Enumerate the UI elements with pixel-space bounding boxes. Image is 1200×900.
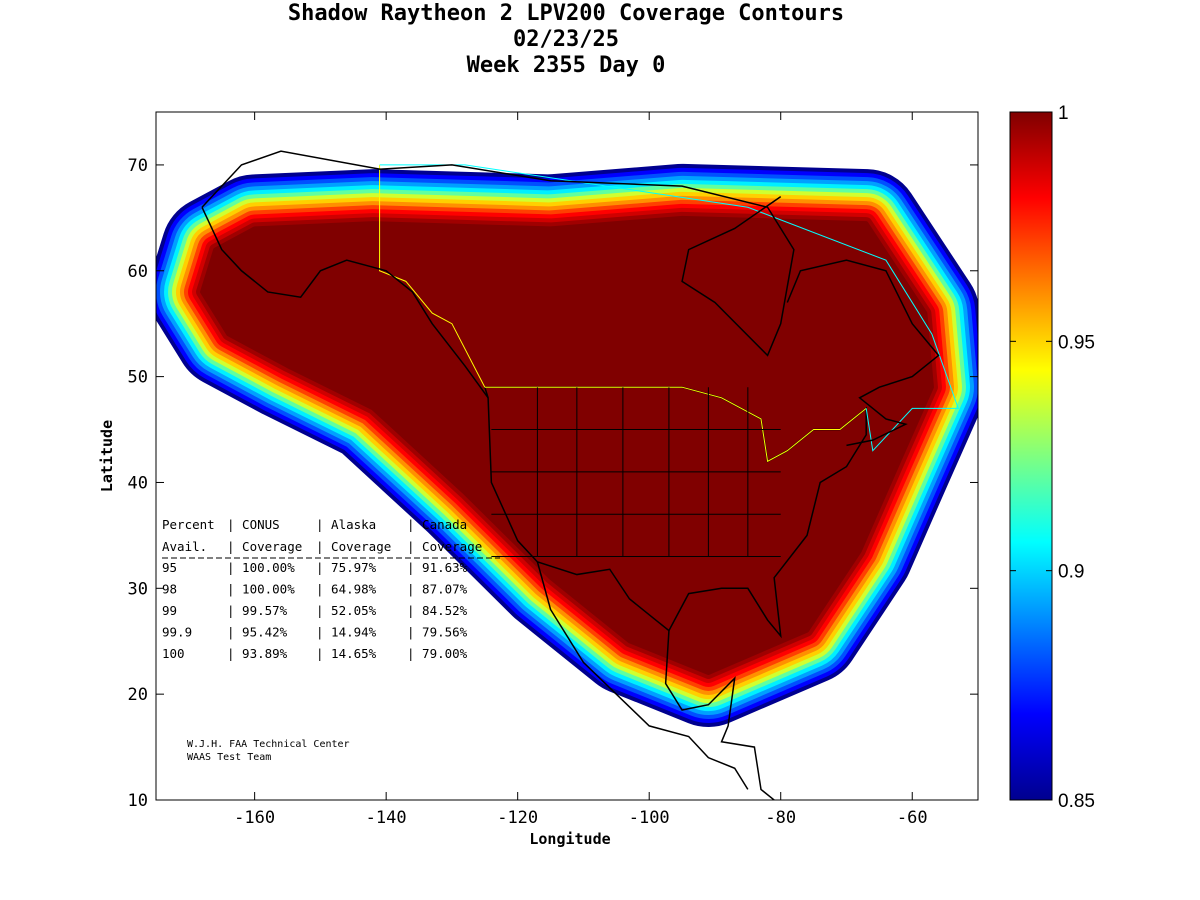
coverage-table: Percent | CONUS | Alaska | Canada Avail. | Co…: [162, 517, 500, 661]
table-cell: | 95.42%: [227, 625, 288, 640]
table-cell: | 79.56%: [407, 625, 468, 640]
table-cell: | 64.98%: [316, 582, 377, 597]
table-cell: | 91.63%: [407, 560, 468, 575]
alaska-boundary: [379, 164, 486, 388]
credit-line-1: W.J.H. FAA Technical Center: [187, 739, 350, 750]
table-cell: Percent: [162, 517, 215, 532]
y-tick-label: 70: [128, 156, 148, 176]
x-tick-label: -140: [366, 808, 407, 828]
table-row: 95 | 100.00% | 75.97% | 91.63%: [162, 560, 468, 575]
plot-frame: [155, 111, 979, 801]
colorbar: [1009, 111, 1053, 801]
canada-boundary: [379, 164, 959, 452]
table-cell: 99.9: [162, 625, 192, 640]
x-tick-label: -100: [629, 808, 670, 828]
chart-date: 02/23/25: [513, 27, 619, 52]
colorbar-tick-label: 0.9: [1058, 562, 1084, 583]
x-tick-label: -120: [497, 808, 538, 828]
table-cell: | 84.52%: [407, 603, 468, 618]
chart-title: Shadow Raytheon 2 LPV200 Coverage Contou…: [287, 1, 845, 26]
northern-coastline: [201, 150, 795, 357]
table-cell: | 99.57%: [227, 603, 288, 618]
table-cell: | Canada: [407, 517, 467, 532]
table-cell: | 79.00%: [407, 646, 468, 661]
table-cell: Avail.: [162, 539, 207, 554]
east-coastline: [786, 259, 940, 447]
table-cell: | 14.65%: [316, 646, 377, 661]
x-axis-label: Longitude: [529, 830, 610, 848]
table-cell: | 100.00%: [227, 560, 295, 575]
table-cell: | 75.97%: [316, 560, 377, 575]
map-borders: [201, 150, 959, 800]
y-tick-label: 60: [128, 262, 148, 282]
table-cell: | 87.07%: [407, 582, 468, 597]
table-header-row: Avail. | Coverage | Coverage | Coverage: [162, 539, 482, 554]
y-tick-label: 40: [128, 473, 148, 493]
mexico-coastline: [664, 630, 776, 800]
chart-week: Week 2355 Day 0: [466, 53, 666, 78]
y-tick-label: 20: [128, 685, 148, 705]
table-row: 99.9 | 95.42% | 14.94% | 79.56%: [162, 625, 468, 640]
contour-core: [200, 215, 934, 675]
y-tick-label: 10: [128, 791, 148, 811]
table-cell: | Coverage: [316, 539, 391, 554]
table-cell: | 52.05%: [316, 603, 377, 618]
alaska-coastline: [201, 206, 489, 399]
x-tick-label: -60: [897, 808, 928, 828]
table-row: 100 | 93.89% | 14.65% | 79.00%: [162, 646, 468, 661]
table-cell: | 100.00%: [227, 582, 295, 597]
y-tick-label: 30: [128, 579, 148, 599]
table-row: 99 | 99.57% | 52.05% | 84.52%: [162, 603, 468, 618]
table-cell: | 14.94%: [316, 625, 377, 640]
table-cell: 100: [162, 646, 185, 661]
colorbar-tick-label: 0.85: [1058, 791, 1095, 812]
table-cell: | Coverage: [227, 539, 302, 554]
x-tick-label: -160: [234, 808, 275, 828]
colorbar-tick-label: 0.95: [1058, 332, 1095, 353]
pacific-coastline: [536, 561, 749, 790]
table-cell: | Alaska: [316, 517, 376, 532]
table-cell: | CONUS: [227, 517, 280, 532]
y-tick-label: 50: [128, 368, 148, 388]
table-cell: 98: [162, 582, 177, 597]
x-tick-label: -80: [765, 808, 796, 828]
coverage-contours: [156, 163, 978, 727]
table-cell: | Coverage: [407, 539, 482, 554]
table-row: 98 | 100.00% | 64.98% | 87.07%: [162, 582, 468, 597]
y-axis-label: Latitude: [98, 420, 116, 492]
conus-boundary: [484, 386, 867, 463]
table-header-row: Percent | CONUS | Alaska | Canada: [162, 517, 467, 532]
table-cell: | 93.89%: [227, 646, 288, 661]
colorbar-tick-label: 1: [1058, 103, 1069, 124]
table-cell: 99: [162, 603, 177, 618]
credit-line-2: WAAS Test Team: [187, 752, 271, 763]
table-cell: 95: [162, 560, 177, 575]
